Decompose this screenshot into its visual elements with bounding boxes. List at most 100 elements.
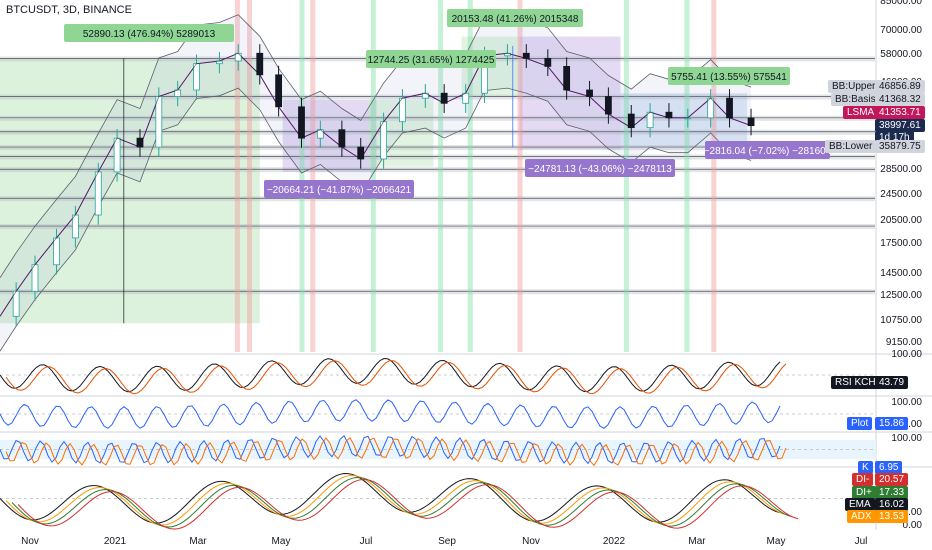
candle-body	[338, 129, 346, 148]
oscillator-pane	[0, 399, 876, 430]
measure-label-text: 12744.25 (31.65%) 1274425	[368, 55, 495, 66]
candle-body	[193, 63, 200, 91]
oscillator-line	[0, 435, 781, 465]
red-marker	[517, 0, 523, 352]
measure-label-bg	[366, 50, 496, 68]
sr-band	[0, 196, 875, 202]
bollinger-fill	[0, 14, 752, 352]
measure-label-bg	[668, 67, 790, 85]
interval-label: 3D	[62, 4, 77, 16]
price-tick-label: 12500.00	[880, 290, 922, 301]
price-tick-label: 9150.00	[886, 337, 923, 348]
bb-upper-label: BB:Upper	[828, 80, 880, 93]
exchange-label: BINANCE	[83, 4, 132, 16]
candle-body	[94, 171, 102, 216]
last-price-value: 38997.61	[875, 119, 925, 132]
rsi-kch-value: 43.79	[875, 376, 909, 389]
candle-body	[357, 146, 365, 160]
time-tick-label: Jul	[360, 536, 373, 547]
price-tick-label: 14500.00	[880, 268, 922, 279]
time-tick-label: Mar	[189, 536, 207, 547]
oscillator-line	[5, 437, 787, 467]
candle-body	[298, 106, 305, 139]
candle-body	[604, 96, 612, 115]
measure-label-text: −20664.21 (−41.87%) −2066421	[267, 185, 412, 196]
oscillator-line	[5, 359, 787, 395]
candle-body	[707, 97, 715, 119]
stoch-axis-label: 100.00	[891, 433, 922, 444]
measure-label-text: −2816.04 (−7.02%) −281604	[704, 146, 832, 157]
green-marker	[299, 0, 305, 352]
ema-label: EMA	[845, 498, 875, 511]
oscillator-pane	[0, 472, 876, 530]
price-tick-label: 17500.00	[880, 238, 922, 249]
sr-band	[0, 129, 875, 135]
green-marker	[438, 0, 444, 352]
time-tick-label: 2021	[104, 536, 127, 547]
symbol-label: BTCUSDT	[6, 4, 57, 16]
measure-label-bg	[705, 141, 830, 159]
time-tick-label: Nov	[522, 536, 540, 547]
di-minus-value: 20.57	[875, 473, 909, 486]
time-tick-label: Mar	[688, 536, 706, 547]
plot-label: Plot	[847, 417, 873, 430]
oscillator-line	[5, 474, 787, 526]
oscillator-pane	[0, 357, 876, 395]
candle-body	[155, 96, 163, 148]
time-tick-label: Sep	[438, 536, 456, 547]
price-tick-label: 58000.00	[880, 49, 922, 60]
sr-band	[0, 224, 875, 230]
price-tick-label: 85000.00	[880, 0, 922, 7]
bb-upper-line	[0, 14, 752, 279]
green-marker	[370, 0, 376, 352]
di-minus-label: DI-	[852, 473, 874, 486]
blue-zone	[620, 93, 748, 148]
time-tick-label: Jul	[855, 536, 868, 547]
candle-body	[462, 92, 470, 104]
rsi-axis-label: 100.00	[891, 349, 922, 360]
sr-band	[0, 145, 875, 151]
lsma-label: LSMA	[843, 106, 879, 119]
candle-body	[399, 97, 406, 123]
measure-label-up: 5755.41 (13.55%) 575541	[668, 67, 790, 85]
candle-body	[275, 74, 283, 108]
red-marker	[310, 0, 316, 352]
sr-band	[0, 167, 875, 173]
measure-label-text: −24781.13 (−43.06%) −2478113	[528, 164, 672, 175]
measure-label-text: 20153.48 (41.26%) 2015348	[452, 14, 579, 25]
red-marker	[711, 0, 717, 352]
di-plus-label: DI+	[852, 486, 876, 499]
price-series-line	[0, 52, 752, 317]
measure-label-down: −20664.21 (−41.87%) −2066421	[264, 180, 414, 198]
price-tick-label: 20500.00	[880, 215, 922, 226]
bb-lower-value: 35879.75	[875, 140, 925, 153]
sr-band	[0, 115, 875, 121]
ema-value: 16.02	[875, 498, 909, 511]
time-tick-label: 2022	[603, 536, 626, 547]
chart-header: BTCUSDT, 3D, BINANCE	[6, 4, 132, 16]
candle-body	[53, 237, 60, 266]
oscillator-line	[0, 472, 781, 524]
adx-label: ADX	[847, 510, 876, 523]
sr-band	[0, 289, 875, 295]
candle-body	[31, 264, 39, 292]
measure-label-down: −2816.04 (−7.02%) −281604	[704, 141, 832, 159]
candle-body	[646, 111, 654, 129]
candle-body	[380, 121, 388, 160]
price-tick-label: 24500.00	[880, 189, 922, 200]
price-tick-label: 28500.00	[880, 164, 922, 175]
candle-body	[71, 214, 79, 239]
plot-axis-label: 0.00	[903, 419, 923, 430]
measure-label-bg	[264, 180, 414, 198]
purple-zone	[519, 36, 621, 150]
green-zone	[0, 58, 260, 324]
time-tick-label: Nov	[21, 536, 39, 547]
candle-body	[726, 97, 733, 119]
adx-value: 13.53	[875, 510, 909, 523]
bb-lower-label: BB:Lower	[825, 140, 877, 153]
plot-axis-label: 100.00	[891, 397, 922, 408]
k-label: K	[858, 461, 873, 474]
adx-axis-label: 0.00	[903, 520, 923, 531]
measure-label-bg	[525, 159, 675, 177]
